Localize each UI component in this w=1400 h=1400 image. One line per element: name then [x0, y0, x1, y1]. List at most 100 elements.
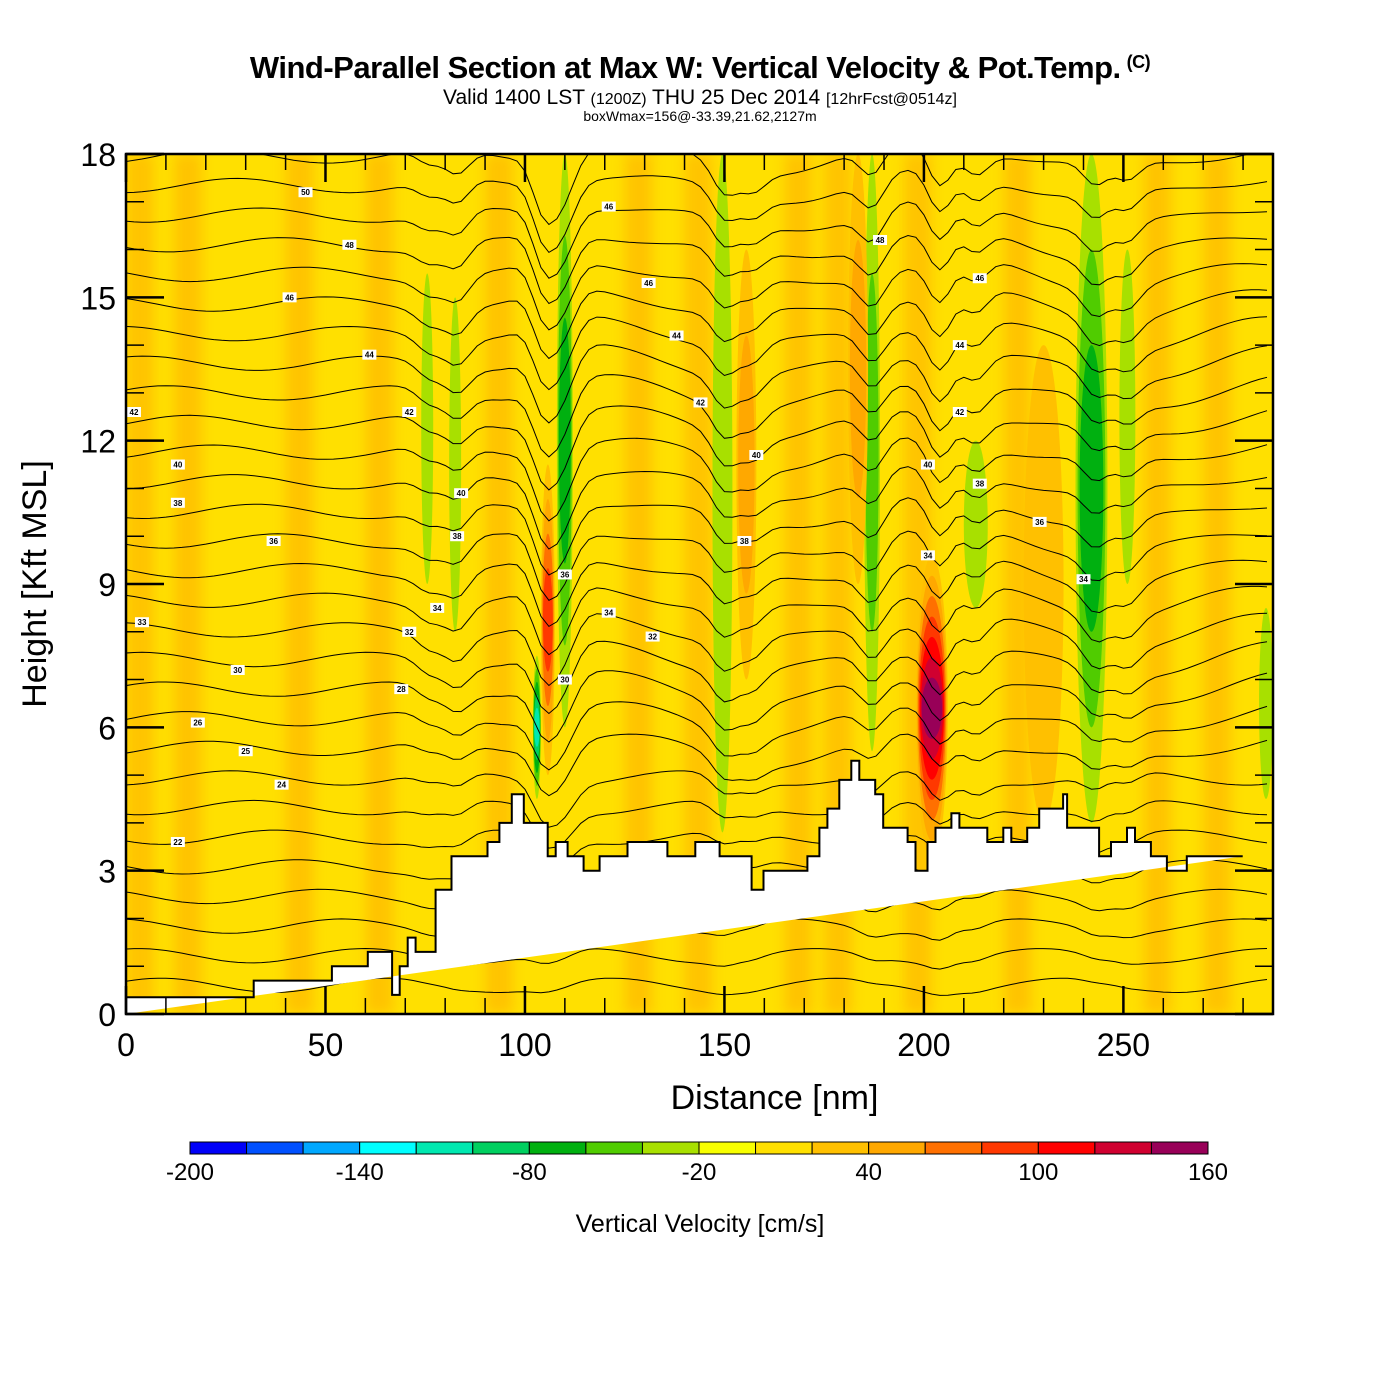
theta-contour	[126, 799, 1268, 849]
chart-subtitle: Valid 1400 LST (1200Z) THU 25 Dec 2014 […	[0, 86, 1400, 110]
contour-label-text: 38	[453, 532, 462, 541]
y-axis-label: Height [Kft MSL]	[16, 460, 54, 708]
contour-label-text: 40	[457, 489, 466, 498]
theta-contour	[126, 169, 1268, 254]
contour-label: 38	[170, 497, 185, 508]
theta-contour	[126, 612, 1268, 687]
contour-label: 30	[557, 674, 572, 685]
contour-label: 24	[274, 779, 289, 790]
updraft-band-155nm	[736, 249, 757, 680]
x-tick-label: 0	[117, 1027, 135, 1063]
contour-label: 26	[190, 717, 205, 728]
contour-label-bg	[601, 201, 616, 212]
contour-label-text: 34	[604, 609, 613, 618]
valid-time: Valid 1400 LST	[443, 86, 585, 109]
contour-label-bg	[282, 292, 297, 303]
contour-label-bg	[601, 607, 616, 618]
contour-label-bg	[737, 536, 752, 546]
contour-label-text: 36	[560, 570, 569, 579]
contour-label-bg	[402, 407, 417, 417]
contour-label: 38	[972, 478, 987, 489]
w-contour-fill	[865, 273, 879, 632]
contour-label-text: 42	[405, 408, 414, 417]
contour-label-text: 44	[955, 341, 964, 350]
contour-label: 25	[238, 746, 253, 757]
contour-label-bg	[454, 488, 469, 499]
theta-contour	[126, 640, 1268, 715]
contour-label: 42	[952, 407, 967, 417]
colorbar-tick-label: -200	[166, 1159, 214, 1186]
contour-label-bg	[952, 340, 967, 351]
colorbar-swatch	[641, 1141, 700, 1155]
w-contour-fill	[1079, 345, 1104, 632]
colorbar-tick-label: 100	[1018, 1159, 1058, 1186]
colorbar-swatch	[755, 1141, 813, 1155]
y-tick-label: 12	[80, 424, 116, 460]
contour-label-text: 36	[1035, 518, 1044, 527]
contour-label: 34	[430, 602, 445, 613]
contour-label: 46	[972, 273, 987, 284]
contour-label-text: 34	[1079, 575, 1088, 584]
theta-contour	[126, 733, 1268, 797]
theta-contour	[126, 530, 1268, 601]
x-axis-label: Distance [nm]	[671, 1079, 879, 1117]
updraft-ridge-100nm	[540, 464, 555, 776]
weak-updraft-band	[173, 154, 202, 1014]
y-tick-label: 3	[98, 854, 116, 890]
contour-label: 40	[749, 450, 764, 460]
contour-label-text: 33	[138, 618, 147, 627]
colorbar-swatch	[981, 1141, 1039, 1155]
box-wmax-info: boxWmax=156@-33.39,21.62,2127m	[583, 108, 817, 124]
contour-label: 44	[952, 340, 967, 351]
colorbar-swatch	[924, 1141, 983, 1155]
weak-updraft-band	[365, 154, 394, 1014]
contour-label: 34	[1076, 574, 1091, 585]
contour-label-bg	[749, 450, 764, 460]
contour-label: 32	[402, 626, 417, 637]
y-tick-label: 0	[98, 997, 116, 1033]
terrain-mask	[126, 759, 1243, 1014]
contour-label-text: 30	[233, 666, 242, 675]
contour-label: 38	[450, 531, 465, 542]
contour-labels: 50 48 46 44 42 42 40 40 38 38 36 36 34 34 34 33 32 32 30 30…	[126, 187, 1091, 847]
downdraft-band-251nm	[1119, 249, 1136, 584]
contour-label-text: 40	[923, 461, 932, 470]
theta-contour	[126, 263, 1268, 331]
contour-label-text: 34	[923, 551, 932, 560]
contour-label-text: 42	[130, 408, 139, 417]
theta-contour	[126, 770, 1268, 828]
contour-label-bg	[134, 617, 149, 628]
contour-label-bg	[126, 407, 141, 417]
contour-label-text: 48	[345, 241, 354, 250]
colorbar-swatch	[302, 1141, 361, 1155]
theta-contour	[126, 201, 1268, 279]
contour-label-bg	[402, 626, 417, 637]
colorbar-tick-label: 40	[855, 1159, 882, 1186]
colorbar-swatch	[1094, 1141, 1152, 1155]
w-contour-fill	[849, 240, 867, 498]
w-contour-fill	[449, 297, 462, 632]
downdraft-band-82nm	[449, 297, 462, 632]
colorbar-swatch	[528, 1141, 587, 1155]
contour-label-text: 38	[975, 480, 984, 489]
contour-label-bg	[170, 497, 185, 508]
x-tick-label: 200	[897, 1027, 950, 1063]
w-contour-fill	[921, 677, 943, 739]
contour-label-text: 34	[433, 604, 442, 613]
theta-contour	[126, 559, 1268, 628]
w-contour-fill	[712, 154, 733, 833]
contour-label-text: 22	[173, 838, 182, 847]
contour-label-bg	[1032, 516, 1047, 527]
contour-label: 46	[641, 278, 656, 288]
colorbar-swatch	[246, 1141, 304, 1155]
weak-updraft-band	[285, 154, 314, 1014]
colorbar-title: Vertical Velocity [cm/s]	[576, 1210, 825, 1238]
forecast-info: [12hrFcst@0514z]	[825, 91, 957, 108]
contour-label: 48	[342, 239, 357, 250]
contour-label-text: 24	[277, 781, 286, 790]
contour-label: 32	[645, 631, 660, 642]
contour-label: 46	[601, 201, 616, 212]
valid-date: THU 25 Dec 2014	[652, 86, 821, 109]
colorbar: -200 -140 -80 -20 40 100 160 Vertical Velocity …	[166, 1141, 1228, 1238]
